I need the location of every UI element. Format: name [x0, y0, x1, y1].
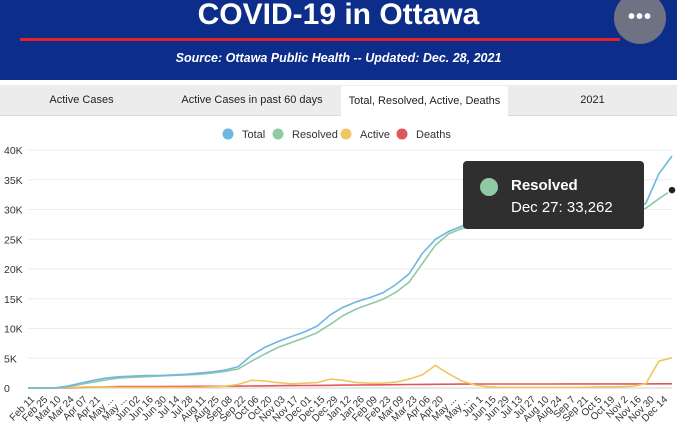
- page-title: COVID-19 in Ottawa: [197, 0, 480, 31]
- legend-marker: [396, 128, 408, 140]
- chart-tooltip: Resolved Dec 27: 33,262: [463, 161, 644, 229]
- y-tick-label: 15K: [4, 294, 23, 306]
- legend-marker: [272, 128, 284, 140]
- y-tick-label: 35K: [4, 175, 23, 187]
- tooltip-series-name: Resolved: [511, 177, 578, 194]
- tab-bar: Active Cases Active Cases in past 60 day…: [0, 85, 677, 116]
- source-subtitle: Source: Ottawa Public Health -- Updated:…: [175, 51, 502, 65]
- more-horizontal-icon: •••: [627, 6, 652, 28]
- legend-marker: [340, 128, 352, 140]
- legend-label[interactable]: Deaths: [416, 129, 451, 141]
- hover-point: [667, 185, 677, 195]
- y-tick-label: 5K: [4, 353, 17, 365]
- legend-label[interactable]: Resolved: [292, 129, 338, 141]
- y-tick-label: 25K: [4, 234, 23, 246]
- title-underline: [20, 38, 620, 41]
- series-line-active[interactable]: [28, 356, 673, 389]
- y-tick-label: 40K: [4, 145, 23, 157]
- tab-total-resolved-active-deaths[interactable]: Total, Resolved, Active, Deaths: [341, 86, 508, 116]
- legend-label[interactable]: Active: [360, 129, 390, 141]
- header-banner: COVID-19 in Ottawa Source: Ottawa Public…: [0, 0, 677, 80]
- y-tick-label: 0: [4, 383, 10, 395]
- legend-marker: [222, 128, 234, 140]
- chart-menu-button[interactable]: •••: [614, 0, 666, 44]
- tab-active-cases[interactable]: Active Cases: [49, 94, 114, 106]
- chart-legend[interactable]: Total Resolved Active Deaths: [222, 128, 452, 142]
- tab-2021[interactable]: 2021: [580, 94, 605, 106]
- y-tick-label: 10K: [4, 324, 23, 336]
- legend-label[interactable]: Total: [242, 129, 265, 141]
- hover-marker: [667, 185, 677, 195]
- tooltip-series-dot: [480, 178, 498, 196]
- tab-active-cases-60-days[interactable]: Active Cases in past 60 days: [181, 94, 323, 106]
- y-tick-label: 30K: [4, 205, 23, 217]
- y-tick-label: 20K: [4, 264, 23, 276]
- y-axis-ticks: 0 5K 10K 15K 20K 25K 30K 35K 40K: [4, 145, 23, 395]
- tooltip-value: Dec 27: 33,262: [511, 199, 613, 216]
- series-line-deaths[interactable]: [28, 382, 672, 389]
